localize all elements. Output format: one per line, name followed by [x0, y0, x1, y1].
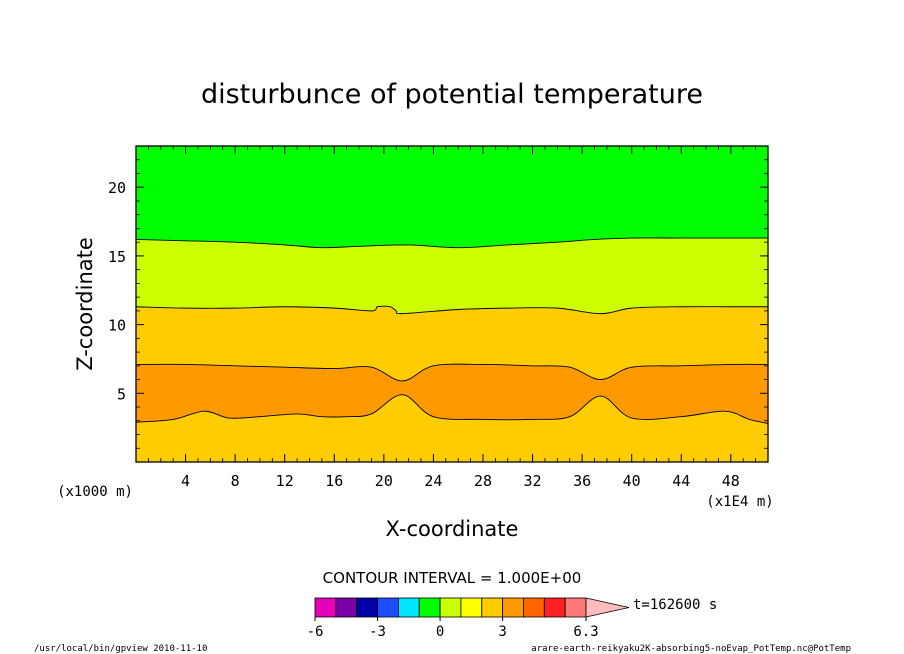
y-tick-label: 20 — [108, 179, 126, 197]
x-tick-label: 40 — [623, 472, 641, 490]
x-tick-label: 4 — [181, 472, 190, 490]
colorbar-box — [397, 597, 420, 618]
colorbar-box — [543, 597, 566, 618]
contour-line-2 — [135, 305, 768, 315]
y-tick-label: 10 — [108, 317, 126, 335]
colorbar-tick-label: 6.3 — [573, 624, 598, 640]
plot-frame — [135, 145, 769, 463]
x-axis-label: X-coordinate — [386, 517, 519, 541]
colorbar-box — [314, 597, 337, 618]
colorbar-box — [335, 597, 358, 618]
colorbar-tick-label: -6 — [307, 624, 324, 640]
time-label: t=162600 s — [633, 597, 717, 613]
x-tick-label: 16 — [325, 472, 343, 490]
colorbar-box — [377, 597, 399, 618]
contour-interval-label: CONTOUR INTERVAL = 1.000E+00 — [323, 569, 582, 587]
contour-line-3-lower — [135, 394, 769, 424]
x-tick-label: 8 — [231, 472, 240, 490]
colorbar-box — [523, 597, 545, 618]
contour-line-3-upper — [135, 363, 769, 382]
band-green — [136, 146, 768, 248]
x-tick-label: 20 — [375, 472, 393, 490]
x-unit-label: (x1E4 m) — [706, 494, 773, 510]
chart-title: disturbunce of potential temperature — [201, 79, 703, 110]
band-orange — [136, 364, 768, 424]
colorbar-tick-label: 0 — [436, 624, 444, 640]
x-tick-label: 12 — [276, 472, 294, 490]
y-axis: 5 10 15 20 — [108, 159, 768, 449]
colorbar-extend-arrow — [585, 597, 630, 618]
footer-file-label: arare-earth-reikyaku2K-absorbing5-noEvap… — [531, 644, 851, 654]
colorbar-box — [502, 597, 524, 618]
x-tick-label: 32 — [524, 472, 542, 490]
x-axis: 4 8 12 16 20 24 28 32 36 40 44 48 — [147, 146, 757, 490]
y-axis-label: Z-coordinate — [73, 237, 97, 371]
colorbar-box — [439, 597, 462, 618]
colorbar-tick-label: -3 — [369, 624, 386, 640]
colorbar-tick-label: 3 — [498, 624, 506, 640]
colorbar-box — [481, 597, 504, 618]
y-tick-label: 15 — [108, 248, 126, 266]
x-tick-label: 36 — [573, 472, 591, 490]
x-tick-label: 24 — [424, 472, 442, 490]
colorbar-box — [356, 597, 378, 618]
plot-area — [135, 146, 769, 462]
y-unit-label: (x1000 m) — [57, 484, 133, 500]
x-tick-label: 28 — [474, 472, 492, 490]
x-tick-label: 44 — [672, 472, 690, 490]
band-yellow — [136, 237, 768, 314]
contour-line-1 — [135, 237, 768, 249]
colorbar-box — [564, 597, 587, 618]
x-tick-label: 48 — [722, 472, 740, 490]
y-tick-label: 5 — [117, 385, 126, 403]
colorbar-box — [460, 597, 483, 618]
colorbar: -6 -3 0 3 6.3 — [307, 597, 630, 640]
footer-program-label: /usr/local/bin/gpview 2010-11-10 — [34, 644, 207, 654]
colorbar-box — [418, 597, 441, 618]
